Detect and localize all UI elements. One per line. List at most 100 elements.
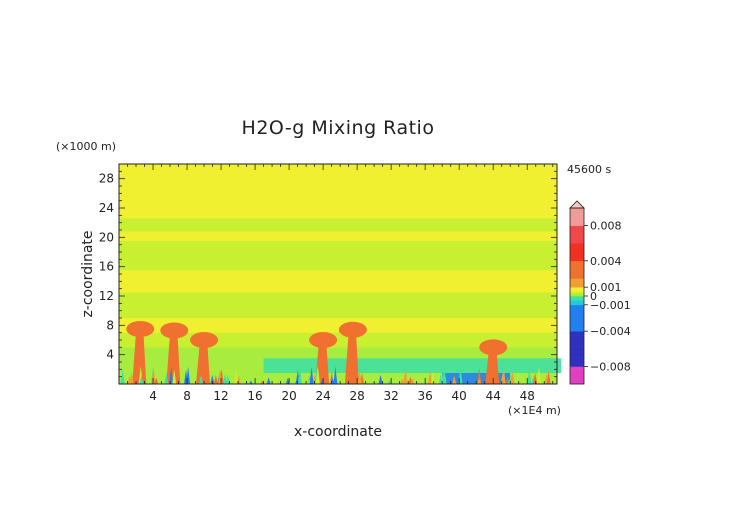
y-axis-label: z-coordinate <box>80 230 96 317</box>
y-axis: 4 8 12 16 20 24 28 <box>99 170 557 378</box>
y-unit-label: (×1000 m) <box>56 140 116 153</box>
moist-plume-stem <box>196 340 211 384</box>
surface-feature <box>222 373 227 384</box>
colorbar-segment <box>570 351 584 354</box>
colorbar-segment <box>570 234 584 237</box>
surface-feature <box>442 368 447 384</box>
surface-feature <box>533 372 538 384</box>
colorbar-segment <box>570 348 584 352</box>
colorbar-tick-label: −0.001 <box>590 299 631 312</box>
surface-feature <box>477 367 482 384</box>
surface-feature <box>403 367 408 384</box>
moist-plume-stem <box>485 347 500 384</box>
y-tick-label: 20 <box>99 230 114 244</box>
colorbar-segment <box>570 254 584 257</box>
colorbar-segment <box>570 287 584 290</box>
colorbar-segment <box>570 302 584 306</box>
surface-feature <box>431 371 436 384</box>
surface-feature <box>210 374 215 384</box>
y-tick-label: 28 <box>99 172 114 186</box>
dry-patch <box>442 373 511 384</box>
surface-feature <box>169 366 174 384</box>
x-tick-label: 40 <box>452 389 467 403</box>
x-unit-label: (×1E4 m) <box>508 404 561 417</box>
surface-feature <box>410 378 415 384</box>
surface-feature <box>120 368 125 384</box>
colorbar-segment <box>570 221 584 224</box>
colorbar-tick-label: −0.008 <box>590 360 631 373</box>
surface-feature <box>427 370 432 384</box>
colorbar-segment <box>570 311 584 314</box>
colorbar-segment <box>570 243 584 246</box>
surface-feature <box>400 378 405 384</box>
colorbar-segment <box>570 357 584 361</box>
colorbar-segment <box>570 333 584 336</box>
colorbar-segment <box>570 216 584 220</box>
surface-feature <box>297 366 302 384</box>
surface-feature <box>266 377 271 384</box>
colorbar-segment <box>570 241 584 244</box>
colorbar-segment <box>570 210 584 213</box>
surface-feature <box>199 374 204 384</box>
colorbar-segment <box>570 285 584 288</box>
surface-feature <box>378 374 383 384</box>
surface-feature <box>387 379 392 384</box>
x-axis: 4 8 12 16 20 24 28 32 36 40 44 48 <box>127 164 554 403</box>
x-axis-label: x-coordinate <box>294 424 382 440</box>
colorbar-segment <box>570 340 584 343</box>
surface-feature <box>527 368 532 384</box>
colorbar-segment <box>570 252 584 255</box>
surface-feature <box>225 374 230 384</box>
colorbar-segment <box>570 208 584 211</box>
y-tick-label: 12 <box>99 289 114 303</box>
colorbar-segment <box>570 366 584 369</box>
colorbar-segment <box>570 230 584 233</box>
colorbar-segment <box>570 307 584 310</box>
surface-feature <box>546 370 551 384</box>
surface-feature <box>357 370 362 384</box>
colorbar-segment <box>570 381 584 385</box>
surface-feature <box>452 375 457 384</box>
field-band <box>119 231 557 241</box>
surface-feature <box>315 365 320 384</box>
surface-feature <box>234 368 239 384</box>
colorbar-segment <box>570 324 584 328</box>
y-tick-label: 24 <box>99 201 114 215</box>
colorbar-segment <box>570 289 584 292</box>
x-tick-label: 32 <box>384 389 399 403</box>
field-band <box>119 332 557 348</box>
colorbar-tick-label: 0.004 <box>590 255 622 268</box>
x-tick-label: 16 <box>247 389 262 403</box>
colorbar-segment <box>570 280 584 284</box>
y-tick-label: 16 <box>99 260 114 274</box>
colorbar-segment <box>570 269 584 273</box>
colorbar-segment <box>570 342 584 345</box>
colorbar-segment <box>570 223 584 226</box>
colorbar-segment <box>570 313 584 317</box>
colorbar-segment <box>570 320 584 323</box>
surface-feature <box>537 366 542 384</box>
colorbar-segment <box>570 278 584 281</box>
surface-feature <box>501 365 506 384</box>
colorbar-segment <box>570 322 584 325</box>
colorbar-segment <box>570 293 584 297</box>
colorbar-segment <box>570 364 584 367</box>
colorbar-segment <box>570 362 584 365</box>
colorbar-segment <box>570 368 584 372</box>
moist-plume-stem <box>166 330 181 384</box>
surface-feature <box>139 375 144 384</box>
colorbar-segment <box>570 236 584 240</box>
x-tick-label: 36 <box>418 389 433 403</box>
colorbar-segment <box>570 335 584 339</box>
colorbar-segment <box>570 326 584 330</box>
colorbar-segment <box>570 331 584 334</box>
colorbar-segment <box>570 304 584 308</box>
colorbar-segment <box>570 232 584 235</box>
colorbar-segment <box>570 337 584 341</box>
surface-feature <box>438 373 443 384</box>
colorbar-segment <box>570 344 584 347</box>
colorbar-segment <box>570 276 584 279</box>
colorbar-segment <box>570 296 584 299</box>
colorbar-segment <box>570 267 584 270</box>
